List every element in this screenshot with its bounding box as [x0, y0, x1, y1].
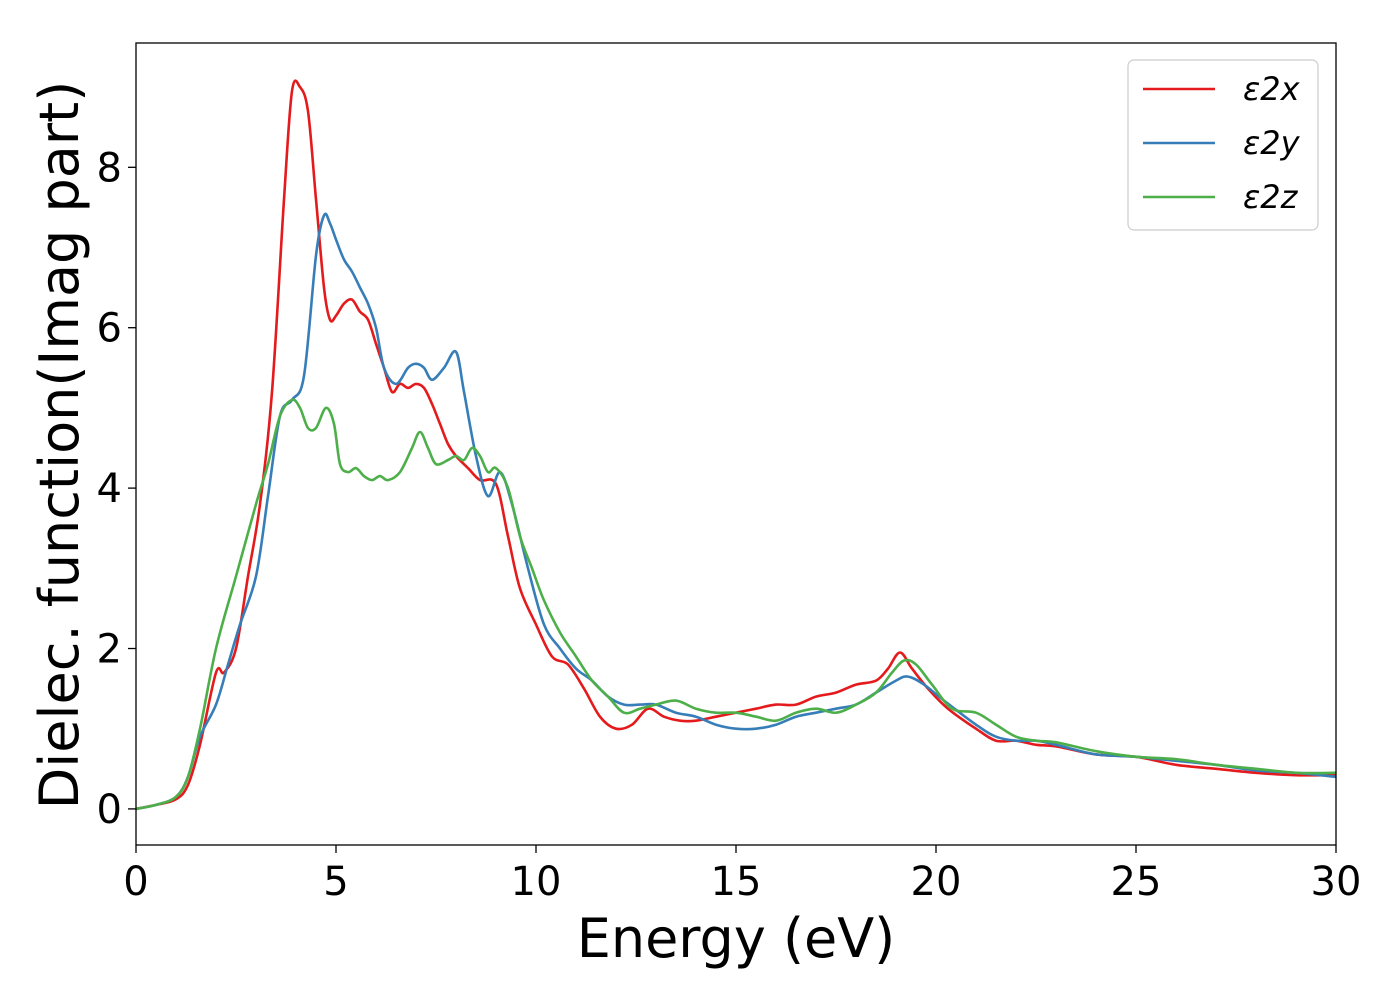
legend-label-3: ε2z	[1243, 178, 1299, 216]
x-tick-label: 25	[1111, 859, 1162, 905]
y-tick-label: 8	[97, 145, 122, 191]
legend-box	[1127, 59, 1319, 231]
x-axis: 0 5 10 15 20 25 30	[123, 845, 1361, 905]
legend-label-2: ε2y	[1243, 124, 1301, 162]
legend-label-1: ε2x	[1243, 70, 1301, 108]
x-tick-label: 0	[123, 859, 148, 905]
y-tick-label: 0	[97, 787, 122, 833]
x-tick-label: 30	[1311, 859, 1362, 905]
x-tick-label: 15	[711, 859, 762, 905]
x-tick-label: 20	[911, 859, 962, 905]
series-line-3	[136, 398, 1336, 811]
y-axis-label: Dielec. function(Imag part)	[28, 81, 91, 810]
x-axis-label: Energy (eV)	[577, 907, 896, 970]
y-tick-label: 2	[97, 627, 122, 673]
y-tick-label: 6	[97, 306, 122, 352]
x-tick-label: 10	[511, 859, 562, 905]
y-axis: 0 2 4 6 8	[97, 145, 136, 833]
x-tick-label: 5	[323, 859, 348, 905]
series-layer	[136, 79, 1336, 811]
legend: ε2x ε2y ε2z	[1127, 59, 1319, 231]
y-tick-label: 4	[97, 466, 122, 512]
